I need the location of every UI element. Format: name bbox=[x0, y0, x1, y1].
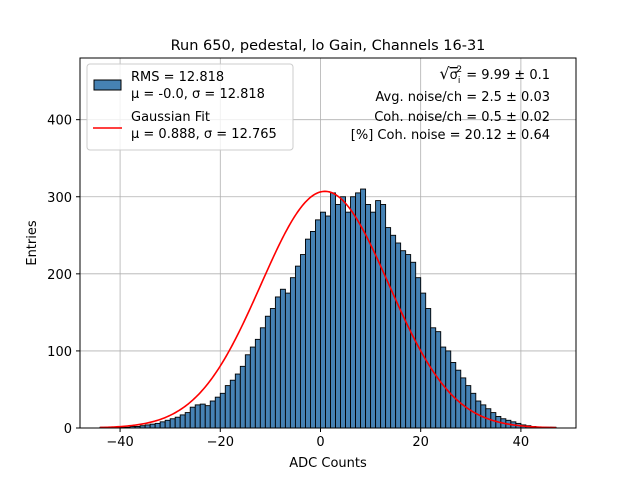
histogram-bar bbox=[299, 254, 306, 429]
histogram-bar bbox=[330, 192, 336, 429]
histogram-bar bbox=[400, 250, 407, 429]
legend-fit-label: Gaussian Fit bbox=[131, 110, 210, 125]
histogram-bar bbox=[310, 230, 316, 429]
histogram-bar bbox=[194, 404, 201, 429]
histogram-bar bbox=[305, 238, 311, 429]
histogram-bar bbox=[390, 234, 397, 429]
histogram-bar bbox=[174, 416, 181, 429]
annotation-coh-noise: Coh. noise/ch = 0.5 ± 0.02 bbox=[374, 110, 550, 125]
histogram-bar bbox=[234, 373, 241, 429]
histogram-bar bbox=[289, 277, 296, 429]
histogram-bar bbox=[169, 418, 176, 429]
y-tick-label: 0 bbox=[64, 422, 72, 437]
histogram-bar bbox=[154, 422, 161, 429]
legend-histogram-label: RMS = 12.818 bbox=[131, 70, 224, 85]
histogram-bar bbox=[264, 315, 271, 429]
x-tick-label: 40 bbox=[513, 435, 530, 450]
histogram-bar bbox=[360, 188, 367, 429]
histogram-bar bbox=[209, 400, 216, 429]
histogram-bar bbox=[204, 405, 211, 429]
histogram-bar bbox=[420, 292, 427, 429]
gaussian-fit bbox=[100, 190, 556, 429]
histogram-bar bbox=[345, 211, 351, 429]
histogram-bar bbox=[405, 254, 412, 429]
histogram-bar bbox=[229, 379, 236, 429]
histogram-bar bbox=[159, 421, 166, 429]
histogram-bar bbox=[269, 308, 276, 429]
legend-histogram-swatch bbox=[93, 79, 122, 91]
histogram-bar bbox=[219, 392, 226, 429]
x-axis-ticks: −40 −20 0 20 40 bbox=[106, 428, 529, 450]
annotation-sigma-total: √σi2 = 9.99 ± 0.1 bbox=[439, 64, 550, 86]
histogram-bar bbox=[179, 414, 186, 429]
annotation-avg-noise: Avg. noise/ch = 2.5 ± 0.03 bbox=[375, 90, 550, 105]
histogram-bar bbox=[164, 419, 171, 429]
histogram-bar bbox=[254, 338, 261, 429]
gaussian-fit-line bbox=[100, 190, 556, 429]
sigma-symbol: σ bbox=[450, 68, 458, 83]
histogram-bar bbox=[284, 292, 291, 429]
histogram-bar bbox=[294, 265, 301, 429]
legend-box bbox=[86, 63, 294, 151]
y-axis-ticks: 0 100 200 300 400 bbox=[47, 114, 80, 437]
histogram-bar bbox=[375, 200, 382, 429]
histogram-bar bbox=[274, 296, 281, 429]
histogram-bar bbox=[380, 204, 387, 429]
histogram-bar bbox=[395, 242, 402, 429]
y-tick-label: 100 bbox=[47, 345, 72, 360]
chart-title: Run 650, pedestal, lo Gain, Channels 16-… bbox=[171, 38, 486, 54]
y-tick-label: 300 bbox=[47, 191, 72, 206]
histogram-bar bbox=[244, 354, 251, 429]
histogram-bar bbox=[239, 365, 246, 429]
histogram-bar bbox=[355, 192, 362, 429]
legend: RMS = 12.818 μ = -0.0, σ = 12.818 Gaussi… bbox=[86, 63, 294, 151]
x-tick-label: −40 bbox=[106, 435, 133, 450]
histogram-bar bbox=[350, 196, 357, 429]
histogram-bar bbox=[325, 215, 331, 429]
histogram-bar bbox=[189, 406, 196, 429]
histogram-bar bbox=[315, 219, 321, 429]
sigma-subscript: i bbox=[458, 76, 461, 86]
legend-fit-stats: μ = 0.888, σ = 12.765 bbox=[131, 127, 277, 142]
histogram-bar bbox=[410, 261, 417, 429]
histogram-bar bbox=[320, 211, 326, 429]
histogram-bar bbox=[259, 327, 266, 429]
x-tick-label: −20 bbox=[207, 435, 234, 450]
histogram-bar bbox=[149, 423, 156, 429]
plot-frame bbox=[79, 57, 577, 429]
y-tick-label: 200 bbox=[47, 268, 72, 283]
sigma-superscript: 2 bbox=[456, 65, 462, 75]
x-tick-label: 0 bbox=[316, 435, 324, 450]
histogram-bar bbox=[415, 277, 422, 429]
x-axis-label: ADC Counts bbox=[289, 456, 367, 471]
histogram-bar bbox=[279, 288, 286, 429]
noise-annotations: √σi2 = 9.99 ± 0.1 Avg. noise/ch = 2.5 ± … bbox=[351, 64, 550, 143]
histogram-bar bbox=[335, 204, 341, 429]
histogram-bar bbox=[184, 412, 191, 429]
legend-histogram-stats: μ = -0.0, σ = 12.818 bbox=[131, 87, 265, 102]
sqrt-sign: √ bbox=[439, 64, 450, 83]
histogram-bar bbox=[249, 346, 256, 429]
histogram-bar bbox=[199, 403, 206, 429]
x-tick-label: 20 bbox=[412, 435, 429, 450]
sigma-value: = 9.99 ± 0.1 bbox=[462, 68, 550, 83]
histogram-bar bbox=[385, 227, 392, 429]
histogram-bar bbox=[425, 308, 432, 429]
annotation-coh-noise-percent: [%] Coh. noise = 20.12 ± 0.64 bbox=[351, 128, 550, 143]
histogram-bar bbox=[340, 196, 346, 429]
y-tick-label: 400 bbox=[47, 114, 72, 129]
histogram-bar bbox=[224, 385, 231, 429]
y-axis-label: Entries bbox=[25, 220, 40, 266]
histogram-bar bbox=[214, 396, 221, 429]
histogram-bar bbox=[430, 327, 437, 429]
